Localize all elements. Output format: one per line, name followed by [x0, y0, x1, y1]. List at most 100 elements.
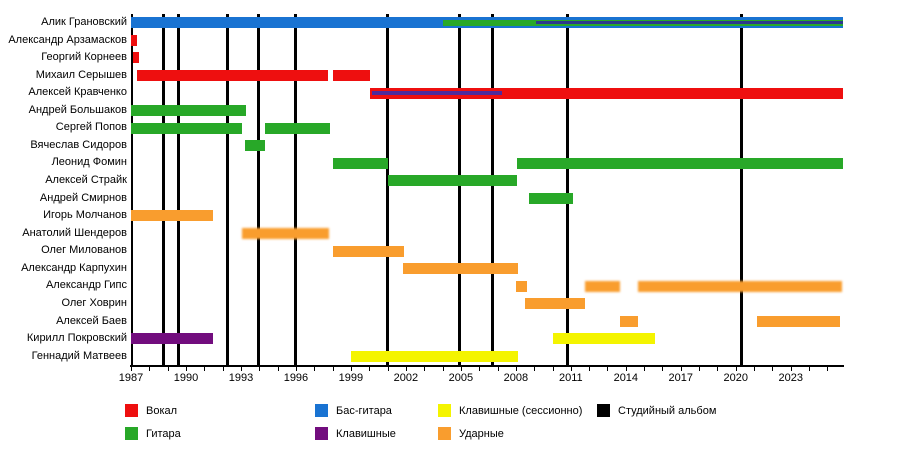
legend-label: Клавишные (сессионно)	[459, 405, 583, 417]
axis-tick	[131, 367, 132, 371]
member-label: Сергей Попов	[55, 121, 127, 134]
timeline-bar	[244, 140, 265, 152]
legend-color-swatch	[315, 404, 328, 417]
timeline-bar	[515, 280, 527, 292]
axis-tick	[369, 367, 371, 371]
axis-year-label: 2002	[393, 372, 419, 384]
axis-tick	[295, 367, 297, 371]
axis-tick	[809, 367, 811, 371]
timeline-bar	[756, 315, 841, 327]
axis-year-label: 1996	[283, 372, 309, 384]
axis-tick	[827, 367, 829, 371]
studio-album-line	[161, 14, 165, 365]
axis-tick	[204, 367, 206, 371]
timeline-bar	[536, 21, 843, 25]
timeline-bar	[371, 91, 503, 96]
axis-year-label: 1999	[338, 372, 364, 384]
member-label: Александр Карпухин	[21, 261, 127, 274]
timeline-bar	[132, 52, 140, 64]
axis-tick	[259, 367, 261, 371]
axis-tick	[735, 367, 737, 371]
timeline-bar	[332, 157, 388, 169]
studio-album-line	[177, 14, 181, 365]
axis-tick	[185, 367, 187, 371]
studio-album-line	[458, 14, 462, 365]
timeline-bar	[131, 122, 242, 134]
axis-year-label: 1993	[228, 372, 254, 384]
timeline-bar	[620, 315, 638, 327]
member-label: Александр Гипс	[45, 279, 127, 292]
axis-tick	[570, 367, 572, 371]
timeline-bar	[332, 69, 371, 81]
axis-tick	[589, 367, 591, 371]
timeline-bar	[516, 157, 843, 169]
axis-tick	[277, 367, 279, 371]
axis-tick	[332, 367, 334, 371]
member-label: Анатолий Шендеров	[22, 226, 127, 239]
axis-tick	[149, 367, 151, 371]
studio-album-line	[386, 14, 390, 365]
member-label: Андрей Большаков	[28, 103, 127, 116]
member-label: Михаил Серышев	[35, 68, 127, 81]
timeline-bar	[552, 333, 656, 345]
axis-tick	[515, 367, 517, 371]
timeline-bar	[350, 350, 518, 362]
legend-label: Бас-гитара	[336, 405, 392, 417]
member-label: Олег Ховрин	[61, 296, 127, 309]
legend-label: Вокал	[146, 405, 178, 417]
axis-tick	[680, 367, 682, 371]
member-label: Геннадий Матвеев	[31, 349, 127, 362]
member-label: Кирилл Покровский	[26, 332, 127, 345]
axis-year-label: 2014	[613, 372, 639, 384]
axis-tick	[350, 367, 352, 371]
timeline-bar	[525, 298, 585, 310]
axis-tick	[240, 367, 242, 371]
timeline-bar	[637, 280, 843, 292]
axis-tick	[625, 367, 627, 371]
member-label: Алексей Страйк	[45, 174, 127, 187]
timeline-bar	[241, 228, 329, 239]
member-label: Леонид Фомин	[51, 156, 127, 169]
axis-tick	[387, 367, 389, 371]
timeline-bar	[137, 69, 328, 81]
axis-year-label: 2005	[448, 372, 474, 384]
legend-color-swatch	[438, 404, 451, 417]
axis-tick	[699, 367, 701, 371]
timeline-bar	[131, 34, 138, 46]
axis-tick	[772, 367, 774, 371]
member-label: Игорь Молчанов	[43, 209, 127, 222]
axis-tick	[534, 367, 536, 371]
legend-color-swatch	[125, 404, 138, 417]
studio-album-line	[739, 14, 743, 365]
legend-label: Студийный альбом	[618, 405, 717, 417]
axis-tick	[222, 367, 224, 371]
studio-album-line	[490, 14, 494, 365]
timeline-bar	[370, 87, 843, 99]
timeline-bar	[387, 175, 517, 187]
axis-tick	[405, 367, 407, 371]
axis-tick	[460, 367, 462, 371]
y-axis-line	[131, 14, 133, 365]
axis-year-label: 2008	[503, 372, 529, 384]
legend-color-swatch	[125, 427, 138, 440]
axis-tick	[607, 367, 609, 371]
axis-tick	[717, 367, 719, 371]
axis-tick	[644, 367, 646, 371]
axis-year-label: 2011	[559, 372, 583, 384]
axis-year-label: 2023	[778, 372, 804, 384]
axis-year-label: 1987	[118, 372, 144, 384]
legend-color-swatch	[597, 404, 610, 417]
axis-year-label: 2017	[668, 372, 694, 384]
member-label: Алик Грановский	[41, 16, 127, 28]
studio-album-line	[225, 14, 229, 365]
axis-tick	[497, 367, 499, 371]
timeline-bar	[528, 192, 573, 204]
member-label: Андрей Смирнов	[39, 191, 127, 204]
axis-year-label: 1990	[173, 372, 199, 384]
timeline-bar	[131, 210, 214, 222]
axis-tick	[314, 367, 316, 371]
studio-album-line	[294, 14, 298, 365]
axis-tick	[754, 367, 756, 371]
member-label: Олег Милованов	[41, 244, 127, 257]
